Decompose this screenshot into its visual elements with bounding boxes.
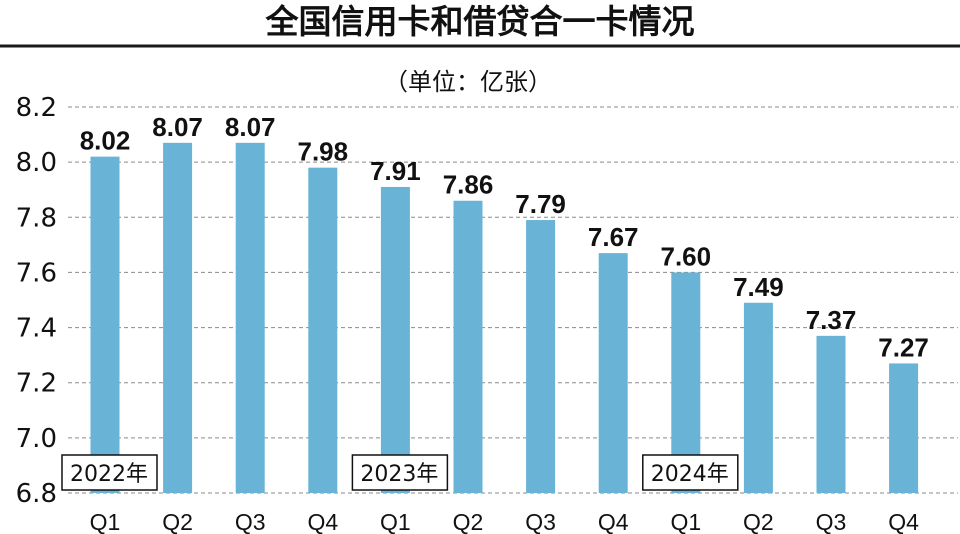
bar-value-label: 7.27 [878, 332, 929, 362]
y-tick-label: 8.2 [16, 93, 57, 123]
bar-value-label: 7.60 [660, 241, 711, 271]
y-axis-labels: 6.8 7.0 7.2 7.4 7.6 7.8 8.0 8.2 [16, 93, 57, 509]
bar-value-label: 7.49 [733, 272, 784, 302]
bar [380, 186, 410, 493]
x-tick-label: Q1 [90, 509, 121, 534]
x-tick-label: Q3 [235, 509, 266, 534]
bar-value-label: 7.86 [443, 170, 494, 200]
bar-value-label: 7.98 [297, 137, 348, 167]
bar [235, 142, 265, 494]
bars [90, 142, 919, 494]
bar [816, 335, 846, 493]
x-tick-label: Q4 [307, 509, 338, 534]
bar [743, 302, 773, 493]
year-label: 2023年 [360, 462, 438, 487]
chart-unit-label: （单位：亿张） [384, 68, 552, 96]
bar [889, 363, 919, 493]
year-box [61, 454, 158, 491]
x-tick-label: Q1 [670, 509, 701, 534]
bar [453, 200, 483, 493]
chart-title: 全国信用卡和借贷合一卡情况 [265, 2, 695, 41]
year-label: 2024年 [651, 462, 729, 487]
bar [90, 156, 120, 493]
y-tick-label: 7.8 [16, 203, 57, 233]
year-box [642, 454, 739, 491]
bar-value-labels: 8.02 8.07 8.07 7.98 7.91 7.86 7.79 7.67 7.60 7.49… [80, 112, 929, 363]
bar-value-label: 7.37 [806, 305, 857, 335]
bar-value-label: 8.07 [225, 112, 276, 142]
year-group: 2023年 [351, 454, 449, 491]
x-tick-label: Q4 [598, 509, 629, 534]
y-tick-label: 7.6 [16, 258, 57, 288]
bar [598, 253, 628, 493]
x-tick-label: Q3 [816, 509, 847, 534]
year-boxes: 2022年 2023年 2024年 [61, 454, 739, 491]
bar-value-label: 8.07 [152, 112, 203, 142]
x-tick-label: Q3 [525, 509, 556, 534]
y-tick-label: 7.0 [16, 424, 57, 454]
year-label: 2022年 [70, 462, 148, 487]
y-tick-label: 7.2 [16, 369, 57, 399]
bar-value-label: 7.91 [370, 156, 421, 186]
bar-value-label: 7.79 [515, 189, 566, 219]
bar [526, 220, 556, 494]
year-group: 2024年 [642, 454, 739, 491]
y-tick-label: 7.4 [16, 314, 57, 344]
year-box [351, 454, 449, 491]
y-tick-label: 6.8 [16, 479, 57, 509]
x-tick-label: Q2 [162, 509, 193, 534]
bar [308, 167, 338, 493]
bar [163, 142, 193, 494]
gridlines [68, 106, 958, 494]
x-tick-label: Q4 [888, 509, 919, 534]
bar-value-label: 7.67 [588, 222, 639, 252]
y-tick-label: 8.0 [16, 148, 57, 178]
x-tick-label: Q2 [743, 509, 774, 534]
x-tick-label: Q1 [380, 509, 411, 534]
year-group: 2022年 [61, 454, 158, 491]
x-tick-label: Q2 [453, 509, 484, 534]
x-axis-labels: Q1 Q2 Q3 Q4 Q1 Q2 Q3 Q4 Q1 Q2 Q3 Q4 [90, 509, 919, 534]
bar-value-label: 8.02 [80, 126, 131, 156]
